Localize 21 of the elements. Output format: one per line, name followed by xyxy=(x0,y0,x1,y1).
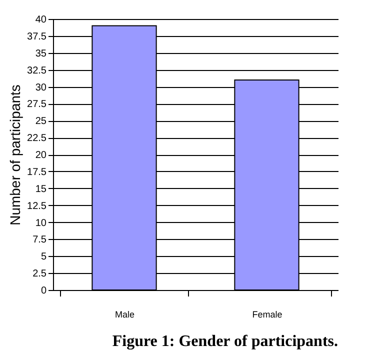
y-tick-label: 17.5 xyxy=(27,166,47,178)
y-tick-label: 32.5 xyxy=(27,65,47,76)
y-tick-label: 5 xyxy=(40,252,47,263)
y-tick-label: 20 xyxy=(35,150,47,161)
y-tick-label: 10 xyxy=(35,218,47,229)
y-tick-label: 12.5 xyxy=(27,200,47,212)
y-tick-label: 27.5 xyxy=(27,99,47,110)
y-tick-label: 37.5 xyxy=(27,31,47,42)
text: Figure 1: Gender of participants. xyxy=(112,333,338,350)
y-tick-label: 2.5 xyxy=(32,268,47,280)
y-axis-title: Number of participants xyxy=(7,84,24,226)
y-tick-label: 0 xyxy=(40,286,47,296)
x-tick-label: Male xyxy=(114,310,135,320)
y-tick-label: 7.5 xyxy=(32,234,47,246)
y-tick-label: 25 xyxy=(35,116,47,128)
y-tick-label: 35 xyxy=(35,48,47,60)
y-tick-label: 30 xyxy=(35,82,47,94)
y-tick-label: 40 xyxy=(35,14,47,26)
x-tick-label: Female xyxy=(252,310,282,320)
y-tick-label: 22.5 xyxy=(27,133,47,144)
y-tick-label: 15 xyxy=(35,184,47,195)
